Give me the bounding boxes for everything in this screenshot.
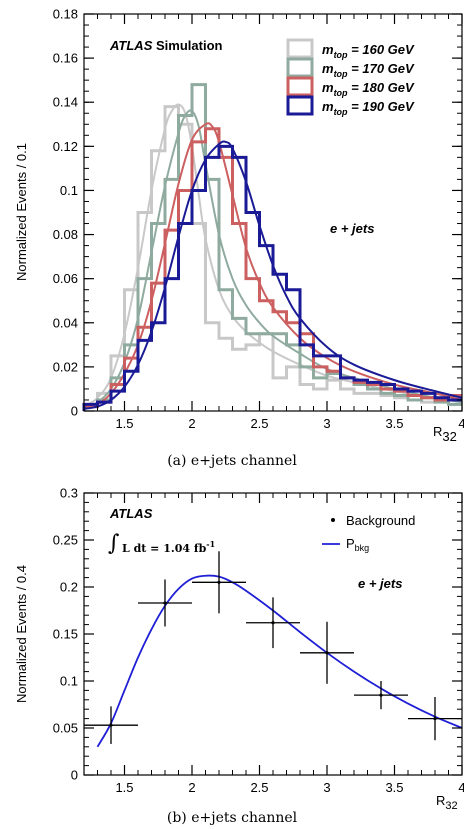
- chart-a-xlabel: R32: [433, 424, 457, 444]
- chart-b-legend-label-0: Background: [346, 513, 415, 528]
- chart-b-x-tick-label: 3.5: [385, 780, 403, 795]
- chart-a-ylabel: Normalized Events / 0.1: [14, 143, 29, 281]
- chart-a-legend-swatch-2: [286, 76, 314, 97]
- chart-b-x-tick-label: 2: [188, 780, 195, 795]
- chart-b-lumi-label: ∫ L dt = 1.04 fb-1: [108, 531, 215, 556]
- chart-a-legend-swatch-3: [286, 95, 314, 116]
- chart-b-point-5: [354, 681, 408, 710]
- chart-a-y-tick-label: 0: [71, 404, 78, 419]
- chart-a-x-tick-label: 3: [323, 416, 330, 431]
- chart-b-y-tick-label: 0.05: [53, 721, 78, 736]
- chart-a-y-tick-label: 0.04: [53, 315, 78, 330]
- chart-b-point-6: [408, 696, 462, 741]
- chart-a-series-3: [82, 140, 463, 411]
- chart-b-point-1: [138, 579, 192, 627]
- chart-b-marker-6: [433, 717, 437, 721]
- integral-symbol: ∫: [108, 531, 120, 556]
- chart-a-channel-label: e + jets: [330, 221, 374, 236]
- chart-a-ticks: 1.5 2 2.5 3 3.5 4 0 0.02 0.04 0.06 0.08 0.1 0.12 0.14…: [53, 7, 464, 432]
- chart-a-legend-item-1: mtop = 170 GeV: [286, 57, 415, 79]
- chart-b-point-2: [192, 551, 246, 614]
- chart-a-y-tick-label: 0.08: [53, 227, 78, 242]
- chart-b-brand: ATLAS: [109, 506, 153, 521]
- chart-b-y-tick-label: 0: [71, 768, 78, 783]
- chart-a-x-tick-label: 4: [458, 416, 464, 431]
- chart-a-legend-label-3: mtop = 190 GeV: [322, 99, 415, 117]
- chart-a-x-tick-label: 3.5: [385, 416, 403, 431]
- chart-b-x-tick-label: 3: [323, 780, 330, 795]
- chart-a-caption: (a) e+jets channel: [167, 453, 297, 469]
- chart-b-y-tick-label: 0.2: [60, 580, 78, 595]
- chart-b-point-0: [84, 706, 138, 744]
- chart-b-x-tick-label: 2.5: [250, 780, 268, 795]
- chart-a-y-tick-label: 0.18: [53, 7, 78, 22]
- chart-a-histogram-1: [82, 83, 462, 411]
- chart-a-legend-label-0: mtop = 160 GeV: [322, 42, 415, 60]
- chart-b-y-tick-label: 0.15: [53, 627, 78, 642]
- chart-a-legend-swatch-0: [286, 38, 314, 59]
- chart-b-marks: [84, 551, 463, 748]
- chart-b-ylabel: Normalized Events / 0.4: [14, 565, 29, 703]
- chart-a-legend-item-0: mtop = 160 GeV: [286, 38, 415, 60]
- chart-b-legend: Background Pbkg: [322, 513, 415, 553]
- chart-b-xlabel: R32: [436, 793, 458, 812]
- chart-a-x-tick-label: 2.5: [250, 416, 268, 431]
- chart-b-point-3: [246, 597, 300, 649]
- chart-b-y-tick-label: 0.3: [60, 486, 78, 501]
- chart-b-legend-item-0: Background: [331, 513, 415, 528]
- chart-a-legend-item-3: mtop = 190 GeV: [286, 95, 415, 117]
- chart-b-legend-label-1: Pbkg: [346, 536, 369, 553]
- chart-a-y-tick-label: 0.14: [53, 95, 78, 110]
- chart-a-y-tick-label: 0.06: [53, 271, 78, 286]
- chart-b-ticks: 1.5 2 2.5 3 3.5 4 0 0.05 0.1 0.15 0.2 0.25 0.3: [53, 486, 464, 796]
- chart-b: 1.5 2 2.5 3 3.5 4 0 0.05 0.1 0.15 0.2 0.25 0.3 Norma…: [14, 486, 464, 827]
- chart-b-point-4: [300, 621, 354, 684]
- chart-b-marker-0: [109, 723, 113, 727]
- chart-a-fit-curve-3: [83, 140, 463, 410]
- chart-b-marker-1: [163, 601, 167, 605]
- chart-b-marker-3: [271, 621, 275, 625]
- chart-a-brand: ATLAS Simulation: [109, 38, 223, 53]
- chart-b-marker-4: [325, 651, 329, 655]
- chart-b-y-tick-label: 0.25: [53, 533, 78, 548]
- chart-b-lumi: L dt = 1.04 fb-1: [122, 539, 215, 555]
- chart-b-y-tick-label: 0.1: [60, 674, 78, 689]
- chart-a-marks: [82, 83, 463, 411]
- chart-b-channel-label: e + jets: [358, 576, 402, 591]
- chart-a-legend-label-1: mtop = 170 GeV: [322, 61, 415, 79]
- chart-b-x-tick-label: 4: [458, 780, 464, 795]
- chart-a-x-tick-label: 2: [188, 416, 195, 431]
- chart-a-y-tick-label: 0.16: [53, 51, 78, 66]
- chart-a-legend-swatch-1: [286, 57, 314, 78]
- chart-b-marker-5: [379, 693, 383, 697]
- chart-a-legend-item-2: mtop = 180 GeV: [286, 76, 415, 98]
- chart-b-caption: (b) e+jets channel: [167, 810, 298, 826]
- chart-a-x-tick-label: 1.5: [115, 416, 133, 431]
- chart-b-x-tick-label: 1.5: [115, 780, 133, 795]
- chart-b-legend-marker: [331, 518, 335, 522]
- chart-b-marker-2: [217, 580, 221, 584]
- chart-b-fit-curve: [96, 574, 463, 748]
- chart-a-legend-label-2: mtop = 180 GeV: [322, 80, 415, 98]
- chart-b-legend-item-1: Pbkg: [322, 536, 369, 553]
- chart-a: 1.5 2 2.5 3 3.5 4 0 0.02 0.04 0.06 0.08 0.1 0.12 0.14…: [14, 7, 464, 470]
- chart-a-y-tick-label: 0.02: [53, 359, 78, 374]
- chart-a-y-tick-label: 0.12: [53, 139, 78, 154]
- chart-a-y-tick-label: 0.1: [60, 183, 78, 198]
